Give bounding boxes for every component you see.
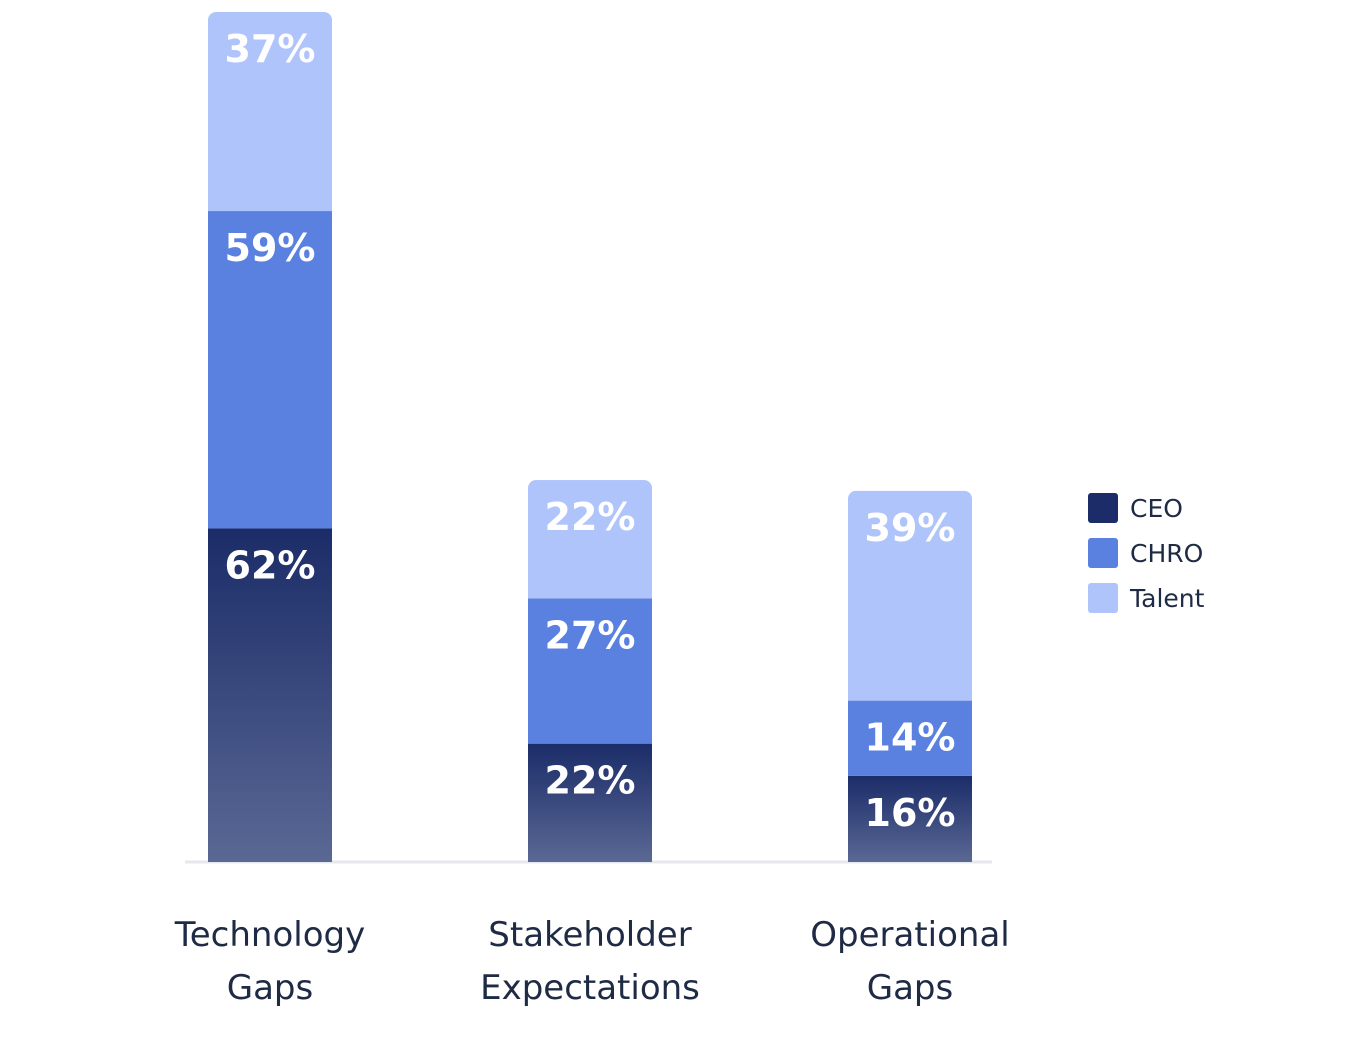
bar-segment-talent-0 <box>208 12 332 212</box>
bar-segment-talent-2 <box>848 490 972 701</box>
bars-layer: 62% 59% 37% 22% 27% 22% 16% 14% 39% <box>208 12 972 862</box>
bar-segment-chro-2 <box>848 700 972 776</box>
bar-segment-talent-1 <box>528 480 652 599</box>
bar-segment-ceo-1 <box>528 743 652 862</box>
category-label-2-line-1: Gaps <box>867 968 953 1008</box>
category-label-1-line-1: Expectations <box>480 968 700 1008</box>
legend-swatch-ceo <box>1088 493 1118 523</box>
legend-swatch-talent <box>1088 583 1118 613</box>
data-label-talent-1: 22% <box>545 495 636 539</box>
category-label-2-line-0: Operational <box>810 915 1009 955</box>
category-label-0-line-1: Gaps <box>227 968 313 1008</box>
bar-segment-ceo-2 <box>848 775 972 862</box>
data-label-ceo-2: 16% <box>865 791 956 835</box>
data-label-talent-2: 39% <box>865 506 956 550</box>
bar-segment-chro-0 <box>208 211 332 529</box>
bar-segment-ceo-0 <box>208 528 332 862</box>
data-label-ceo-0: 62% <box>225 543 316 587</box>
category-label-0-line-0: Technology <box>174 915 365 955</box>
legend-label-ceo: CEO <box>1130 494 1183 523</box>
category-label-1-line-0: Stakeholder <box>488 915 691 955</box>
bar-group-1 <box>528 480 652 862</box>
data-label-talent-0: 37% <box>225 27 316 71</box>
legend-swatch-chro <box>1088 538 1118 568</box>
bar-group-2 <box>848 490 972 862</box>
data-label-ceo-1: 22% <box>545 759 636 803</box>
legend-label-talent: Talent <box>1129 584 1205 613</box>
data-label-chro-0: 59% <box>225 226 316 270</box>
category-labels: Technology Gaps Stakeholder Expectations Ope… <box>174 915 1010 1008</box>
bar-segment-chro-1 <box>528 598 652 744</box>
legend: CEO CHRO Talent <box>1088 493 1205 613</box>
data-label-chro-2: 14% <box>865 716 956 760</box>
legend-label-chro: CHRO <box>1130 539 1203 568</box>
bar-group-0 <box>208 12 332 862</box>
data-label-chro-1: 27% <box>545 613 636 657</box>
